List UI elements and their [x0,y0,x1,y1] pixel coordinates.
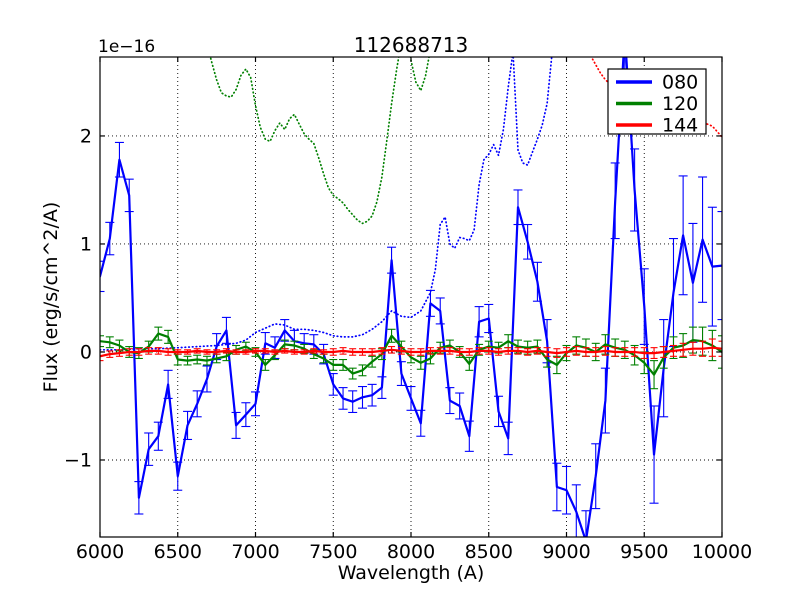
y-tick-label: 2 [80,125,92,147]
legend-label-080: 080 [662,72,698,94]
series-144 [100,338,722,362]
x-tick-label: 9500 [620,541,668,563]
x-tick-label: 6500 [154,541,202,563]
series-120-dotted [209,57,430,225]
x-tick-label: 8000 [387,541,435,563]
y-tick-label: −1 [64,449,92,471]
x-tick-label: 7000 [231,541,279,563]
series-line-080 [100,57,722,537]
x-tick-label: 10000 [692,541,752,563]
axes-frame [99,56,723,538]
x-tick-label: 6000 [76,541,124,563]
legend-frame [607,68,707,135]
data-curves [100,57,722,537]
x-tick-label: 7500 [309,541,357,563]
series-080-dotted [100,57,553,351]
series-line-120-dotted [209,57,430,225]
x-axis-label: Wavelength (A) [338,562,485,584]
series-line-080-dotted [100,57,553,351]
grid-lines [100,57,722,537]
plot-title: 112688713 [354,33,469,57]
x-tick-label: 8500 [465,541,513,563]
series-line-144 [100,346,722,358]
y-axis-label: Flux (erg/s/cm^2/A) [40,202,62,393]
legend-label-120: 120 [662,93,698,115]
series-line-120 [100,332,722,376]
y-tick-label: 1 [80,233,92,255]
legend-label-144: 144 [662,115,698,137]
x-tick-label: 9000 [542,541,590,563]
tick-labels: 6000 6500 7000 7500 8000 8500 9000 9500 10000 −1 0… [64,125,752,563]
y-axis-offset-label: 1e−16 [98,37,155,57]
y-tick-label: 0 [80,341,92,363]
